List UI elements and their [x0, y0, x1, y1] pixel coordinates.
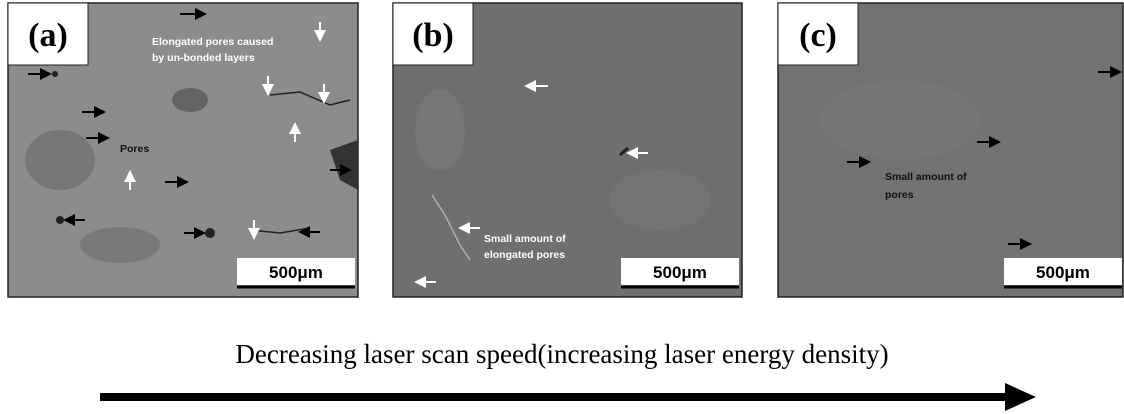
panel-label: (a) — [28, 17, 68, 54]
panel-b: (b) Small amount of elongated pores 500μ… — [393, 3, 742, 297]
figure: (a) Elongated pores caused by un-bonded … — [0, 0, 1124, 414]
panel-label: (b) — [412, 17, 454, 54]
caption: Decreasing laser scan speed(increasing l… — [235, 339, 888, 369]
scale-bar: 500μm — [1036, 263, 1090, 282]
arrow-head — [1005, 383, 1036, 411]
annotation: Elongated pores caused — [152, 36, 273, 48]
annotation: Small amount of — [484, 233, 566, 245]
annotation: pores — [885, 189, 914, 201]
annotation: Pores — [120, 143, 149, 155]
panel-a: (a) Elongated pores caused by un-bonded … — [8, 3, 358, 297]
scale-bar: 500μm — [269, 263, 323, 282]
annotation: elongated pores — [484, 249, 565, 261]
panel-label: (c) — [799, 17, 837, 54]
annotation: by un-bonded layers — [152, 52, 255, 64]
panel-c: (c) Small amount of pores 500μm — [778, 3, 1123, 297]
annotation: Small amount of — [885, 171, 967, 183]
scale-bar: 500μm — [653, 263, 707, 282]
